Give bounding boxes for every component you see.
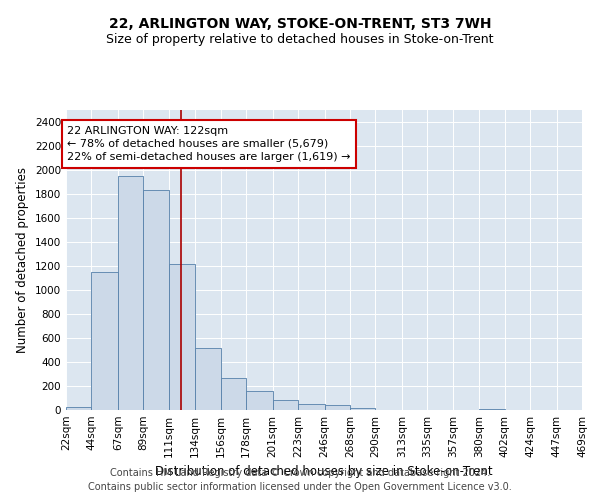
Bar — [479, 409, 505, 410]
Bar — [350, 408, 376, 410]
Bar — [195, 348, 221, 410]
Bar — [298, 404, 325, 410]
Bar — [169, 264, 195, 410]
Bar — [91, 272, 118, 410]
Bar — [118, 176, 143, 410]
Y-axis label: Number of detached properties: Number of detached properties — [16, 167, 29, 353]
Text: 22, ARLINGTON WAY, STOKE-ON-TRENT, ST3 7WH: 22, ARLINGTON WAY, STOKE-ON-TRENT, ST3 7… — [109, 18, 491, 32]
Bar — [272, 400, 298, 410]
Text: Contains HM Land Registry data © Crown copyright and database right 2024.
Contai: Contains HM Land Registry data © Crown c… — [88, 468, 512, 492]
Bar — [325, 406, 350, 410]
Bar — [66, 407, 91, 410]
Text: 22 ARLINGTON WAY: 122sqm
← 78% of detached houses are smaller (5,679)
22% of sem: 22 ARLINGTON WAY: 122sqm ← 78% of detach… — [67, 126, 350, 162]
Bar — [246, 392, 272, 410]
X-axis label: Distribution of detached houses by size in Stoke-on-Trent: Distribution of detached houses by size … — [155, 466, 493, 478]
Bar — [221, 378, 246, 410]
Text: Size of property relative to detached houses in Stoke-on-Trent: Size of property relative to detached ho… — [106, 32, 494, 46]
Bar — [143, 190, 169, 410]
